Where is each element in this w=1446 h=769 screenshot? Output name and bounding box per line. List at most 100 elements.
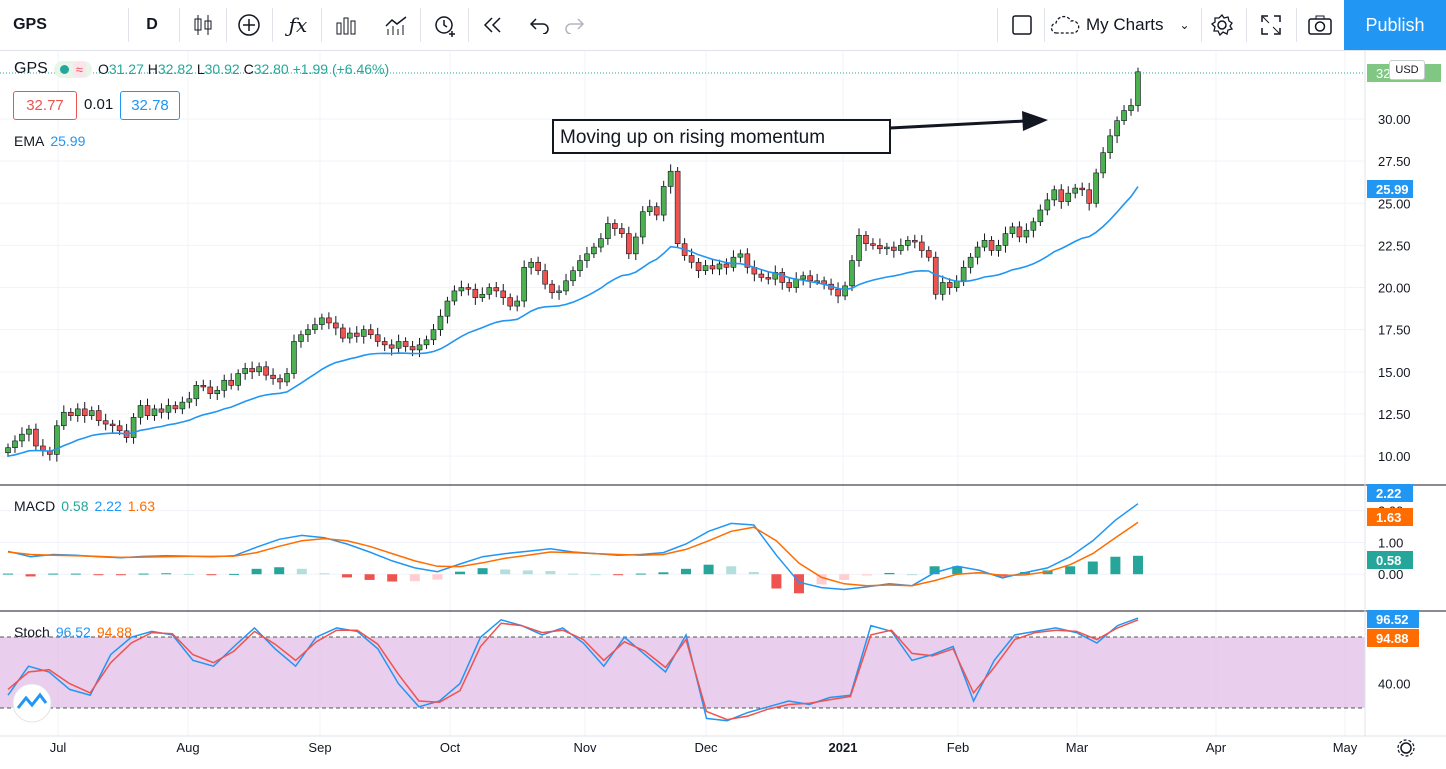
ema-legend: EMA 25.99 — [14, 133, 85, 149]
candle — [1108, 136, 1113, 153]
indicators-fx-icon[interactable]: ƒx — [280, 0, 316, 50]
macd-hist-bar — [432, 574, 442, 579]
macd-hist-bar — [26, 574, 36, 576]
ask-price-box[interactable]: 32.78 — [120, 91, 180, 120]
candle — [584, 254, 589, 261]
svg-text:96.52: 96.52 — [1376, 612, 1409, 627]
candle — [619, 229, 624, 234]
candle — [473, 289, 478, 297]
price-tick-label: 10.00 — [1378, 449, 1411, 464]
alert-clock-icon[interactable] — [427, 0, 463, 50]
macd-hist-bar — [319, 573, 329, 574]
macd-hist-bar — [410, 574, 420, 581]
templates-bars-icon[interactable] — [328, 0, 364, 50]
svg-text:2.22: 2.22 — [1376, 486, 1401, 501]
candle — [312, 325, 317, 330]
undo-icon[interactable] — [522, 0, 556, 50]
macd-hist-bar — [342, 574, 352, 577]
macd-hist-bar — [1088, 562, 1098, 575]
candle — [543, 271, 548, 284]
time-tick-label: Jul — [50, 740, 67, 755]
ideas-chart-icon[interactable] — [378, 0, 414, 50]
macd-hist-bar — [658, 572, 668, 574]
time-tick-label: Oct — [440, 740, 461, 755]
macd-hist-bar — [613, 574, 623, 575]
close-value: 32.80 — [254, 61, 289, 77]
tradingview-logo[interactable] — [13, 684, 51, 722]
axis-settings-gear-icon[interactable] — [1398, 740, 1414, 756]
macd-tick-label: 0.00 — [1378, 567, 1403, 582]
macd-signal-value: 1.63 — [128, 498, 155, 514]
candle — [271, 375, 276, 378]
candle — [1101, 153, 1106, 173]
fullscreen-icon[interactable] — [1254, 0, 1288, 50]
candle — [103, 421, 108, 424]
publish-button[interactable]: Publish — [1344, 0, 1446, 50]
time-tick-label: May — [1333, 740, 1358, 755]
macd-hist-bar — [184, 574, 194, 575]
candle — [82, 409, 87, 416]
candle — [291, 341, 296, 373]
legend-symbol[interactable]: GPS — [14, 60, 48, 78]
candle — [180, 402, 185, 409]
chart-canvas[interactable]: 10.00 12.50 15.00 17.50 20.00 22.50 25.00 27.50… — [0, 51, 1446, 769]
candle — [131, 417, 136, 437]
candle — [898, 245, 903, 250]
candle — [257, 367, 262, 372]
candle — [605, 223, 610, 238]
candle — [975, 247, 980, 257]
macd-signal-line — [8, 522, 1138, 585]
candle — [319, 318, 324, 325]
macd-hist-bar — [839, 574, 849, 580]
interval-button[interactable]: D — [132, 0, 172, 50]
candle — [1010, 227, 1015, 234]
replay-rewind-icon[interactable] — [475, 0, 511, 50]
candle — [1073, 188, 1078, 193]
candle — [298, 335, 303, 342]
time-tick-label: 2021 — [829, 740, 858, 755]
macd-hist-bar — [591, 574, 601, 575]
candle — [724, 264, 729, 267]
settings-gear-icon[interactable] — [1205, 0, 1239, 50]
candle — [12, 441, 17, 448]
candle — [243, 368, 248, 373]
candle — [222, 380, 227, 390]
toolbar-divider — [997, 8, 998, 42]
candle — [703, 266, 708, 271]
macd-hist-bar — [1133, 556, 1143, 574]
compare-add-icon[interactable] — [232, 0, 266, 50]
redo-icon[interactable] — [558, 0, 592, 50]
candle — [410, 347, 415, 350]
candle — [877, 245, 882, 248]
price-tick-label: 25.00 — [1378, 196, 1411, 211]
candle — [905, 240, 910, 245]
symbol-search-button[interactable]: GPS — [0, 0, 60, 50]
candle — [438, 316, 443, 329]
candle — [152, 409, 157, 416]
svg-text:1.63: 1.63 — [1376, 510, 1401, 525]
macd-hist-bar — [681, 569, 691, 574]
layout-square-icon[interactable] — [1005, 0, 1039, 50]
bid-price-box[interactable]: 32.77 — [13, 91, 77, 120]
currency-label[interactable]: USD — [1389, 60, 1425, 80]
candle — [187, 399, 192, 402]
candle — [633, 237, 638, 254]
candle — [89, 411, 94, 416]
market-status-badge[interactable]: ≈ — [54, 61, 92, 78]
toolbar-divider — [272, 8, 273, 42]
time-tick-label: Nov — [573, 740, 597, 755]
main-legend: GPS ≈ O31.27 H32.82 L30.92 C32.80 +1.99 … — [14, 60, 389, 78]
candle — [710, 266, 715, 269]
price-label-stoch-d: 94.88 — [1367, 629, 1419, 647]
annotation[interactable]: Moving up on rising momentum — [553, 111, 1048, 153]
my-charts-button[interactable]: My Charts ⌄ — [1050, 0, 1200, 50]
macd-hist-bar — [48, 574, 58, 575]
candle — [919, 242, 924, 250]
macd-hist-bar — [545, 571, 555, 574]
snapshot-camera-icon[interactable] — [1302, 0, 1338, 50]
candle — [264, 367, 269, 375]
candle — [912, 240, 917, 242]
candles-style-icon[interactable] — [185, 0, 221, 50]
toolbar-divider — [1201, 8, 1202, 42]
candle — [278, 379, 283, 382]
